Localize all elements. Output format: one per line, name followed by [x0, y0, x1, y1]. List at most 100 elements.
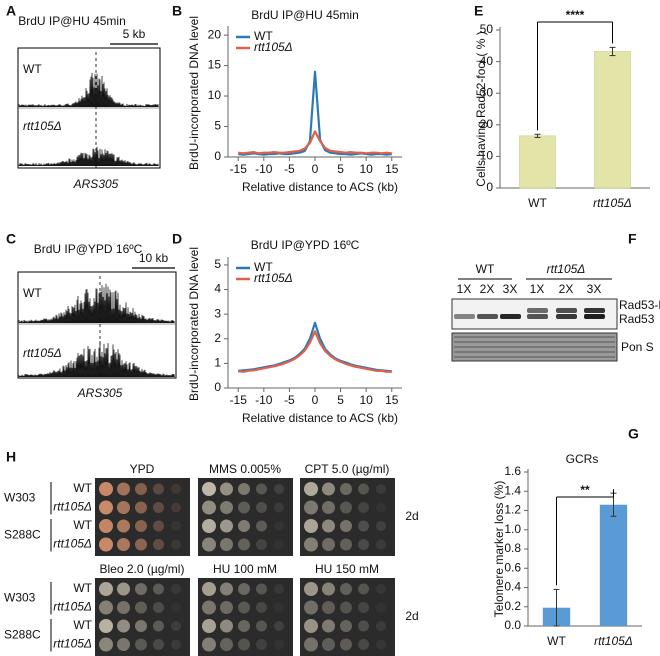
colony [171, 584, 181, 594]
colony [322, 582, 335, 596]
colony [135, 483, 147, 495]
bar [599, 504, 628, 626]
y-tick-label: 0.8 [504, 541, 521, 555]
colony [202, 637, 216, 652]
colony [202, 600, 216, 615]
colony [135, 601, 147, 614]
colony [304, 519, 318, 533]
colony [238, 638, 250, 651]
time-label: 2d [405, 609, 418, 623]
colony [220, 638, 233, 651]
y-axis-label: Cells having Rad52-foci ( % ) [474, 31, 488, 186]
colony [358, 620, 369, 632]
colony [220, 582, 233, 596]
y-tick-label: 20 [480, 117, 494, 131]
colony [135, 620, 147, 632]
colony [153, 639, 164, 650]
colony [99, 519, 113, 533]
colony [171, 502, 181, 513]
x-tick-label: 5 [337, 393, 344, 407]
track-label: WT [23, 286, 42, 300]
band [584, 314, 605, 319]
locus-label: ARS305 [77, 386, 123, 400]
colony [238, 501, 250, 514]
band [500, 314, 521, 319]
y-tick-label: 4 [214, 282, 221, 296]
y-axis-label: BrdU-incorporated DNA level [187, 247, 201, 401]
genotype-label: rtt105Δ [53, 537, 92, 551]
colony [153, 520, 164, 532]
genotype-label: rtt105Δ [53, 637, 92, 651]
colony [256, 502, 267, 513]
y-tick-label: 0.6 [504, 560, 521, 574]
colony [117, 638, 130, 651]
colony [202, 482, 216, 496]
colony [376, 639, 386, 650]
panel-label: C [6, 231, 16, 247]
colony [117, 538, 130, 551]
group-label: WT [476, 262, 495, 276]
lane-label: 1X [457, 282, 472, 296]
condition-label: HU 150 mM [315, 562, 379, 576]
strain-label: S288C [4, 527, 41, 541]
genotype-label: WT [73, 618, 92, 632]
colony [340, 483, 352, 495]
bar [594, 51, 631, 189]
colony [99, 600, 113, 615]
y-tick-label: 40 [480, 54, 494, 68]
colony [340, 501, 352, 514]
colony [238, 483, 250, 495]
series-line [238, 70, 392, 156]
colony [340, 538, 352, 551]
scale-label: 10 kb [139, 251, 169, 265]
band-label: Rad53 [619, 312, 655, 326]
colony [238, 538, 250, 551]
chart-title: BrdU IP@YPD 16ºC [251, 238, 360, 252]
colony [274, 639, 284, 650]
colony [117, 601, 130, 614]
colony [322, 482, 335, 496]
colony [238, 601, 250, 614]
x-tick-label: 15 [385, 393, 399, 407]
colony [256, 639, 267, 650]
colony [135, 501, 147, 514]
colony [238, 620, 250, 632]
x-tick-label: WT [528, 196, 547, 210]
genotype-label: WT [73, 481, 92, 495]
colony [135, 538, 147, 551]
x-tick-label: 10 [359, 393, 373, 407]
lane-label: 2X [559, 282, 574, 296]
colony [202, 619, 216, 633]
colony [202, 582, 216, 596]
colony [99, 582, 113, 596]
colony [256, 620, 267, 632]
legend-label: WT [254, 29, 273, 43]
x-tick-label: rtt105Δ [594, 634, 633, 648]
y-tick-label: 3 [214, 306, 221, 320]
colony [153, 502, 164, 513]
y-tick-label: 10 [208, 88, 222, 102]
colony [202, 537, 216, 552]
band [454, 356, 615, 358]
x-tick-label: 15 [385, 162, 399, 176]
error-bar [553, 588, 560, 627]
colony [220, 619, 233, 633]
colony [322, 501, 335, 514]
band [556, 314, 577, 319]
colony [274, 521, 284, 531]
x-tick-label: -10 [255, 162, 273, 176]
legend-label: WT [254, 260, 273, 274]
band [556, 308, 577, 313]
colony [340, 638, 352, 651]
band [454, 346, 615, 348]
colony [322, 538, 335, 551]
y-tick-label: 0.4 [504, 580, 521, 594]
colony [117, 482, 130, 496]
colony [340, 583, 352, 595]
colony [376, 584, 386, 594]
genotype-label: rtt105Δ [53, 500, 92, 514]
error-bar [534, 133, 541, 138]
error-bar [609, 46, 616, 57]
